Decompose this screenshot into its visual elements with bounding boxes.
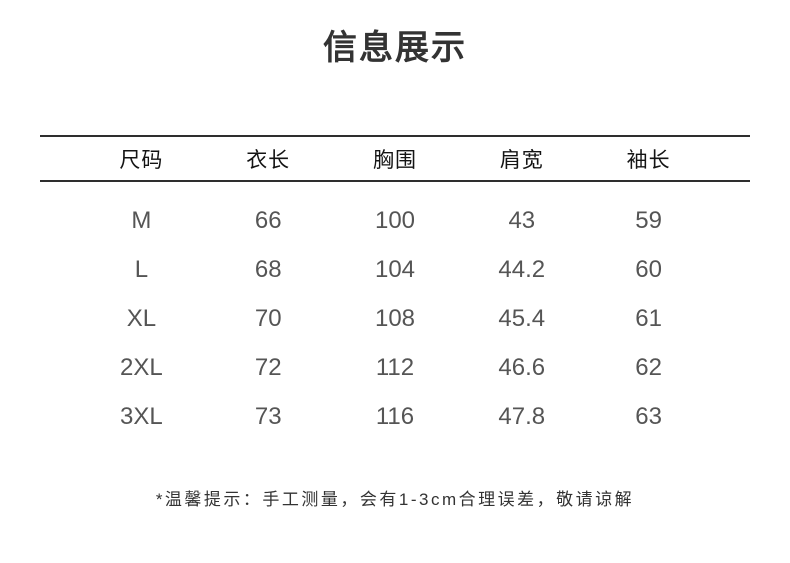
column-header-sleeve: 袖长 <box>626 148 671 172</box>
value-cell: 43 <box>508 206 536 234</box>
page-title: 信息展示 <box>323 29 467 67</box>
table-row: 2XL 72 112 46.6 62 <box>78 343 712 392</box>
column-header-shoulder: 肩宽 <box>499 148 544 172</box>
value-cell: 100 <box>374 206 416 234</box>
column-header-length: 衣长 <box>246 148 291 172</box>
footnote: *温馨提示：手工测量，会有1-3cm合理误差，敬请谅解 <box>155 490 635 509</box>
size-cell: 3XL <box>120 402 163 430</box>
size-chart-body: M 66 100 43 59 L 68 104 44.2 60 XL 70 10… <box>40 182 750 441</box>
value-cell: 60 <box>635 255 662 283</box>
value-cell: 68 <box>254 255 282 283</box>
size-cell: L <box>134 255 149 283</box>
value-cell: 44.2 <box>498 255 546 283</box>
value-cell: 45.4 <box>498 304 546 332</box>
table-row: M 66 100 43 59 <box>78 196 712 245</box>
value-cell: 47.8 <box>498 402 546 430</box>
value-cell: 66 <box>254 206 282 234</box>
value-cell: 59 <box>635 206 662 234</box>
size-cell: XL <box>126 304 157 332</box>
size-chart-header-row: 尺码 衣长 胸围 肩宽 袖长 <box>40 137 750 182</box>
value-cell: 73 <box>254 402 282 430</box>
value-cell: 46.6 <box>498 353 546 381</box>
table-row: L 68 104 44.2 60 <box>78 245 712 294</box>
value-cell: 116 <box>375 402 415 430</box>
column-header-size: 尺码 <box>119 148 164 172</box>
size-chart-table: 尺码 衣长 胸围 肩宽 袖长 M 66 100 43 59 L 68 104 4… <box>40 135 750 441</box>
table-row: XL 70 108 45.4 61 <box>78 294 712 343</box>
size-cell: 2XL <box>120 353 163 381</box>
value-cell: 112 <box>375 353 415 381</box>
table-row: 3XL 73 116 47.8 63 <box>78 392 712 441</box>
value-cell: 62 <box>635 353 662 381</box>
value-cell: 108 <box>374 304 416 332</box>
value-cell: 63 <box>635 402 662 430</box>
value-cell: 104 <box>374 255 416 283</box>
column-header-bust: 胸围 <box>372 148 417 172</box>
value-cell: 61 <box>635 304 662 332</box>
size-cell: M <box>131 206 152 234</box>
value-cell: 72 <box>254 353 282 381</box>
value-cell: 70 <box>254 304 282 332</box>
